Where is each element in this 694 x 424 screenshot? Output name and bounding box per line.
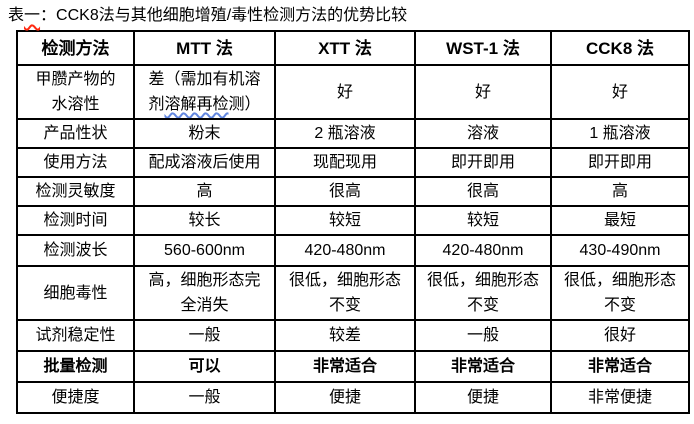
cell-grammarcheck-marked-text: 溶解再检	[164, 96, 229, 113]
table-row-wavelength: 检测波长 560-600nm 420-480nm 420-480nm 430-4…	[16, 234, 690, 267]
cell-line2-pre: 剂	[148, 96, 165, 113]
cell: 可以	[133, 350, 276, 383]
cell: 溶液	[414, 118, 552, 149]
row-label: 甲臜产物的 水溶性	[16, 64, 135, 120]
header-cell-xtt: XTT 法	[274, 30, 416, 66]
cell: 便捷	[274, 381, 416, 414]
header-cell-wst1: WST-1 法	[414, 30, 552, 66]
cell: 即开即用	[550, 147, 690, 178]
cell: 高	[550, 176, 690, 207]
cell: 非常适合	[550, 350, 690, 383]
cell: 很高	[274, 176, 416, 207]
table-row-solubility: 甲臜产物的 水溶性 差（需加有机溶 剂溶解再检测） 好 好 好	[16, 64, 690, 120]
cell: 1 瓶溶液	[550, 118, 690, 149]
table-row-stability: 试剂稳定性 一般 较差 一般 很好	[16, 319, 690, 352]
row-label: 检测波长	[16, 234, 135, 267]
cell: 较短	[274, 205, 416, 236]
table-caption: 表一：CCK8法与其他细胞增殖/毒性检测方法的优势比较	[8, 5, 694, 27]
row-label: 批量检测	[16, 350, 135, 383]
cell: 好	[550, 64, 690, 120]
cell: 非常适合	[274, 350, 416, 383]
header-cell-cck8: CCK8 法	[550, 30, 690, 66]
cell-mtt-solubility: 差（需加有机溶 剂溶解再检测）	[133, 64, 276, 120]
row-label: 细胞毒性	[16, 265, 135, 321]
table-row-usage: 使用方法 配成溶液后使用 现配现用 即开即用 即开即用	[16, 147, 690, 178]
table-row-cytotoxicity: 细胞毒性 高，细胞形态完 全消失 很低，细胞形态 不变 很低，细胞形态 不变 很…	[16, 265, 690, 321]
cell: 420-480nm	[414, 234, 552, 267]
table-row-form: 产品性状 粉末 2 瓶溶液 溶液 1 瓶溶液	[16, 118, 690, 149]
cell: 较短	[414, 205, 552, 236]
cell: 很低，细胞形态 不变	[414, 265, 552, 321]
cell: 420-480nm	[274, 234, 416, 267]
cell: 一般	[414, 319, 552, 352]
cell: 一般	[133, 319, 276, 352]
comparison-table: 检测方法 MTT 法 XTT 法 WST-1 法 CCK8 法 甲臜产物的 水溶…	[16, 30, 690, 414]
cell: 好	[414, 64, 552, 120]
cell: 很好	[550, 319, 690, 352]
cell: 很低，细胞形态 不变	[550, 265, 690, 321]
table-row-batch: 批量检测 可以 非常适合 非常适合 非常适合	[16, 350, 690, 383]
cell: 现配现用	[274, 147, 416, 178]
cell-line2-post: 测）	[228, 96, 261, 113]
caption-text-post: ：CCK8法与其他细胞增殖/毒性检测方法的优势比较	[40, 7, 408, 24]
cell: 最短	[550, 205, 690, 236]
cell: 430-490nm	[550, 234, 690, 267]
row-label: 便捷度	[16, 381, 135, 414]
header-cell-method: 检测方法	[16, 30, 135, 66]
cell-line1: 差（需加有机溶	[148, 71, 261, 88]
cell: 非常适合	[414, 350, 552, 383]
cell: 较差	[274, 319, 416, 352]
cell: 配成溶液后使用	[133, 147, 276, 178]
row-label: 产品性状	[16, 118, 135, 149]
caption-text-pre: 表	[8, 7, 25, 24]
cell: 即开即用	[414, 147, 552, 178]
cell: 560-600nm	[133, 234, 276, 267]
row-label: 使用方法	[16, 147, 135, 178]
cell: 非常便捷	[550, 381, 690, 414]
row-label: 试剂稳定性	[16, 319, 135, 352]
cell: 2 瓶溶液	[274, 118, 416, 149]
row-label: 检测时间	[16, 205, 135, 236]
cell: 很低，细胞形态 不变	[274, 265, 416, 321]
cell: 粉末	[133, 118, 276, 149]
cell: 好	[274, 64, 416, 120]
cell: 便捷	[414, 381, 552, 414]
cell: 高，细胞形态完 全消失	[133, 265, 276, 321]
cell: 高	[133, 176, 276, 207]
table-row-time: 检测时间 较长 较短 较短 最短	[16, 205, 690, 236]
header-row: 检测方法 MTT 法 XTT 法 WST-1 法 CCK8 法	[16, 30, 690, 66]
cell: 一般	[133, 381, 276, 414]
caption-spellcheck-marked-text: 一	[24, 7, 41, 24]
cell: 很高	[414, 176, 552, 207]
row-label: 检测灵敏度	[16, 176, 135, 207]
table-row-sensitivity: 检测灵敏度 高 很高 很高 高	[16, 176, 690, 207]
header-cell-mtt: MTT 法	[133, 30, 276, 66]
cell: 较长	[133, 205, 276, 236]
table-row-convenience: 便捷度 一般 便捷 便捷 非常便捷	[16, 381, 690, 414]
